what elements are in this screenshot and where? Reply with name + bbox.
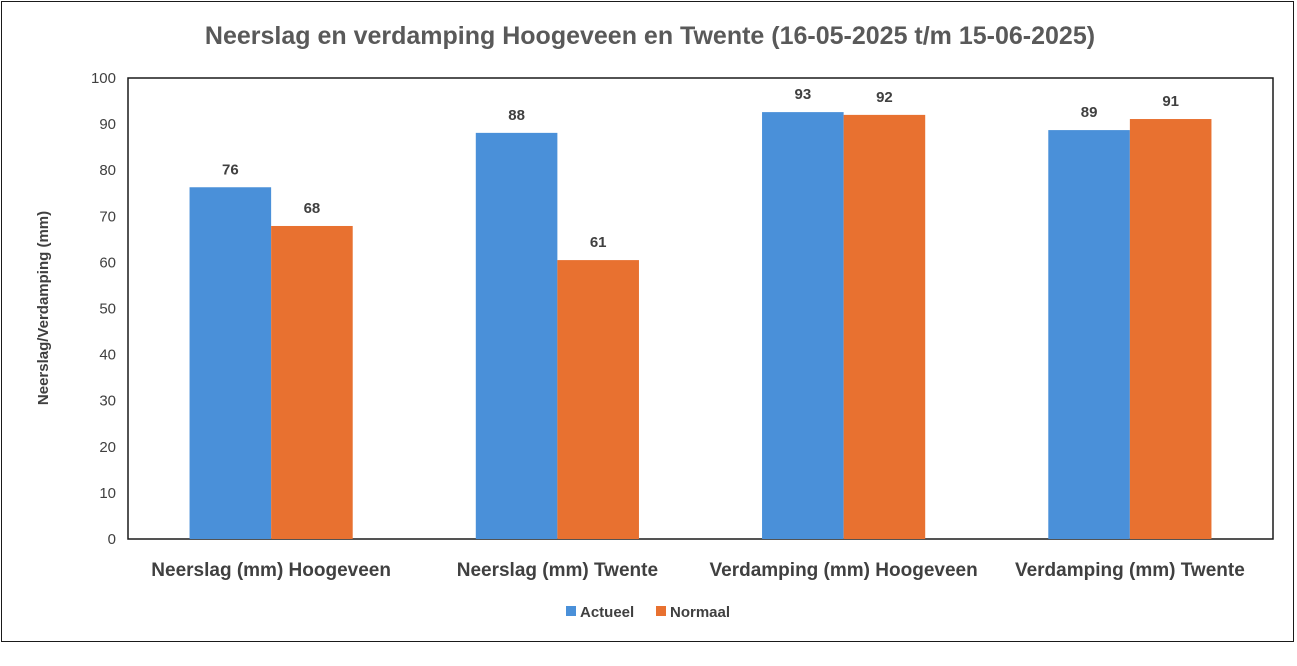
y-tick-label: 30: [99, 393, 116, 410]
data-label: 61: [590, 234, 607, 251]
x-category-label: Neerslag (mm) Hoogeveen: [151, 560, 391, 581]
x-category-label: Neerslag (mm) Twente: [457, 560, 658, 581]
y-tick-label: 50: [99, 301, 116, 318]
bar-normaal: [271, 225, 353, 539]
y-tick-label: 60: [99, 254, 116, 271]
legend-swatch-normaal: [656, 606, 666, 616]
y-tick-label: 100: [91, 70, 116, 87]
bar-actueel: [475, 132, 558, 539]
chart-title: Neerslag en verdamping Hoogeveen en Twen…: [205, 22, 1095, 50]
y-tick-label: 10: [99, 485, 116, 502]
x-category-label: Verdamping (mm) Twente: [1015, 560, 1245, 581]
y-tick-label: 20: [99, 439, 116, 456]
y-axis-label: Neerslag/Verdamping (mm): [35, 211, 52, 405]
y-tick-label: 40: [99, 347, 116, 364]
legend-label-normaal: Normaal: [670, 604, 730, 621]
bar-actueel: [762, 112, 844, 539]
data-label: 89: [1081, 104, 1098, 121]
data-label: 93: [794, 86, 811, 103]
data-label: 68: [304, 200, 321, 217]
y-tick-label: 70: [99, 208, 116, 225]
data-label: 76: [222, 161, 239, 178]
data-label: 91: [1162, 93, 1179, 110]
plot-area: [127, 77, 1274, 540]
bar-normaal: [1129, 119, 1212, 540]
bar-normaal: [557, 260, 639, 539]
legend-swatch-actueel: [566, 606, 576, 616]
bar-actueel: [189, 187, 272, 539]
bar-actueel: [1048, 130, 1130, 539]
x-category-label: Verdamping (mm) Hoogeveen: [710, 560, 978, 581]
legend-label-actueel: Actueel: [580, 604, 634, 621]
y-tick-label: 80: [99, 162, 116, 179]
data-label: 88: [508, 107, 525, 124]
bar-normaal: [843, 114, 926, 539]
y-tick-label: 90: [99, 116, 116, 133]
y-tick-label: 0: [108, 531, 116, 548]
data-label: 92: [876, 89, 893, 106]
